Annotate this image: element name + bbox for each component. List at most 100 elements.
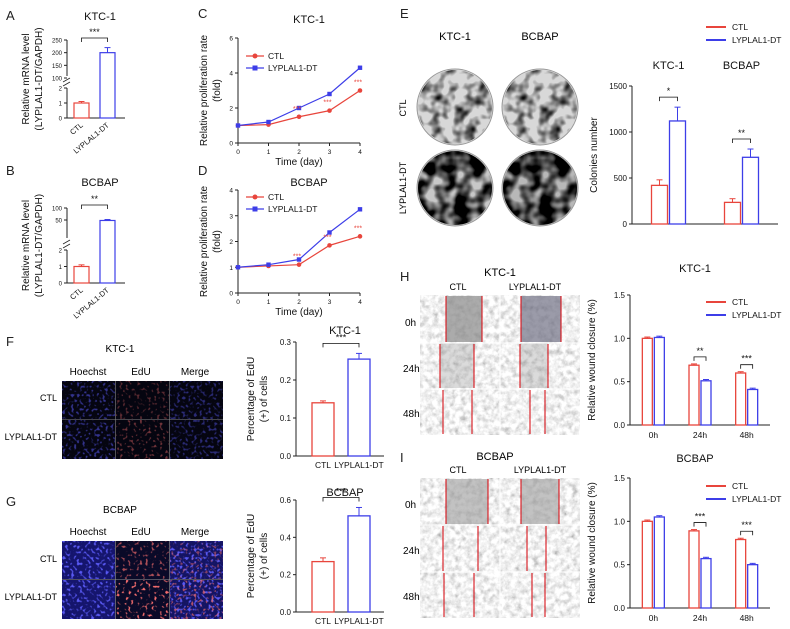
chart-H-bar-1-1 [700,380,712,426]
chart-B-yticklabel-low-2: 2 [59,249,63,255]
chart-C-yticklabel-0: 0 [229,141,233,148]
chart-C-series-0-point-4 [357,88,363,93]
chart-D-sig-1: *** [323,234,331,241]
wound-i-title: BCBAP [476,451,513,463]
chart-E-g0-bracket [659,96,678,102]
chart-F-yticklabel-2: 0.2 [280,376,292,385]
chart-D-xlabel: Time (day) [275,307,322,318]
chart-H-ylabel: Relative wound closure (%) [587,299,598,421]
chart-H-bar-0-0 [641,337,653,426]
chart-B-yticklabel-low-1: 1 [59,265,63,271]
chart-b-mrna-bcbap: BCBAP Relative mRNA level (LYPLAL1-DT/GAPD… [21,177,125,321]
chart-G-bar-1 [347,515,371,613]
chart-H-yticklabel-0: 0.0 [614,421,626,430]
micro-g-col-edu: EdU [131,527,150,538]
wound-i-row-0h: 0h [405,500,416,511]
chart-A-sig-label: *** [89,27,100,37]
chart-D-yticklabel-1: 1 [229,265,233,272]
chart-C-ylabel-1: (fold) [212,79,223,102]
chart-G-bar-0 [311,560,335,613]
micro-f-col-edu: EdU [131,367,150,378]
chart-E-yticklabel-3: 1500 [609,82,627,91]
chart-C-ylabel-0: Relative proliferation rate [199,34,210,146]
chart-B-break-1 [62,243,71,249]
chart-F-yticklabel-3: 0.3 [280,338,292,347]
chart-I-group-1: 24h [693,613,707,623]
panel-letter-d: D [198,163,207,178]
chart-G-yticklabel-3: 0.6 [280,496,292,505]
chart-D-ylabel-0: Relative proliferation rate [199,185,210,297]
chart-I-g2-sig-label: *** [741,520,752,530]
micro-g-col-hoechst: Hoechst [70,527,107,538]
chart-C-series-1-point-4 [357,65,363,70]
chart-H-g2-bracket [740,364,754,369]
chart-C-sig-1: *** [323,100,331,107]
wound-h-row-48h: 48h [403,409,420,420]
chart-H-group-0: 0h [649,430,659,440]
chart-A-title: KTC-1 [84,11,116,23]
chart-E-legend-0-label: CTL [732,22,748,32]
chart-D-legend-0-label: CTL [268,192,284,202]
panel-letter-h: H [400,269,409,284]
chart-g-edu-bcbap: BCBAP Percentage of EdU (+) of cells 0.0 0.2… [246,486,384,626]
chart-D-series-1-point-4 [357,207,363,212]
chart-C-series-1-point-1 [266,119,271,125]
chart-C-series-0-point-2 [296,114,302,120]
micro-g-row-lyplal1: LYPLAL1-DT [5,592,58,602]
chart-d-proliferation-bcbap: BCBAP Relative proliferation rate (fold) 0 1… [199,177,362,318]
chart-C-legend-0-label: CTL [268,51,284,61]
chart-D-ylabel-1: (fold) [212,230,223,253]
dish-lyplal1-bcbap [501,149,579,227]
chart-I-title: BCBAP [676,453,713,465]
chart-G-yticklabel-1: 0.2 [280,571,292,580]
chart-E-bar-1-1 [741,156,760,225]
chart-A-xtick-0: CTL [68,121,85,137]
chart-F-yticklabel-1: 0.1 [280,414,292,423]
chart-D-legend-1-marker [252,206,258,212]
chart-D-xticklabel-2: 2 [297,299,301,306]
panel-letter-a: A [6,8,15,23]
chart-G-ylabel-1: (+) of cells [259,533,270,579]
chart-C-title: KTC-1 [293,14,325,26]
chart-F-xtick-0: CTL [315,460,331,470]
wound-h-col-ctl: CTL [449,282,466,292]
chart-E-bar-0-1 [723,201,742,225]
chart-H-group-2: 48h [740,430,754,440]
chart-A-yticklabel-low-2: 2 [59,87,63,93]
chart-H-yticklabel-3: 1.5 [614,291,626,300]
chart-I-bar-0-2 [735,538,747,609]
chart-F-xtick-1: LYPLAL1-DT [334,460,383,470]
micro-g-title: BCBAP [103,505,137,516]
chart-C-legend-1-label: LYPLAL1-DT [268,63,317,73]
chart-D-yticklabel-3: 3 [229,213,233,220]
wound-grid-bcbap: BCBAP CTL LYPLAL1-DT 0h 24h 48h [403,451,580,618]
chart-E-legend-1-label: LYPLAL1-DT [732,35,781,45]
chart-e-colonies: Colonies number 0 500 1000 1500 KTC-1 * BCBAP **… [589,22,781,229]
chart-H-bar-0-1 [688,364,700,426]
chart-H-g1-bracket [693,356,707,361]
chart-D-series-1-point-1 [266,262,271,267]
chart-G-sig-label: *** [336,486,347,496]
dish-ctl-bcbap [501,68,579,146]
chart-A-ylabel-0: Relative mRNA level [21,33,32,124]
chart-D-legend-1-label: LYPLAL1-DT [268,204,317,214]
chart-G-xtick-0: CTL [315,616,331,626]
wound-h-row-24h: 24h [403,364,420,375]
chart-E-group-0: KTC-1 [653,60,685,72]
chart-C-sig-0: *** [293,106,301,113]
chart-B-bracket [81,204,108,209]
chart-G-yticklabel-2: 0.4 [280,533,292,542]
chart-C-xlabel: Time (day) [275,157,322,168]
chart-G-yticklabel-0: 0.0 [280,608,292,617]
chart-I-yticklabel-2: 1.0 [614,517,626,526]
chart-B-bar-0 [73,265,90,284]
chart-F-bar-1 [347,358,371,457]
chart-I-legend-0-label: CTL [732,481,748,491]
chart-C-series-0-point-3 [327,108,332,113]
chart-E-ylabel: Colonies number [589,117,600,193]
chart-C-xticklabel-2: 2 [297,149,301,156]
chart-B-yticklabel-high-0: 50 [55,219,62,225]
chart-C-yticklabel-2: 4 [229,71,233,78]
chart-C-xticklabel-0: 0 [236,149,240,156]
